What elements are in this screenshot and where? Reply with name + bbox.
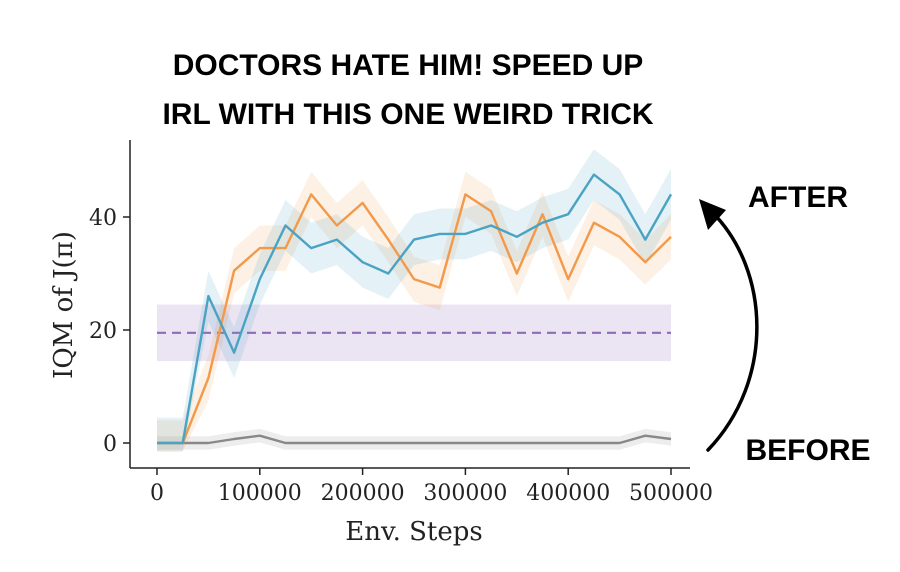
series-band-2 bbox=[157, 428, 671, 450]
y-tick-label: 40 bbox=[89, 206, 117, 231]
series-band-1 bbox=[157, 171, 671, 452]
axis-ticks: 0 100000 200000 300000 400000 500000 0 20 40 bbox=[89, 206, 713, 506]
headline-line-1: DOCTORS HATE HIM! SPEED UP bbox=[173, 49, 644, 82]
x-tick-label: 200000 bbox=[321, 481, 405, 506]
x-tick-label: 0 bbox=[150, 481, 164, 506]
curved-arrow bbox=[706, 210, 759, 452]
x-tick-label: 500000 bbox=[629, 481, 713, 506]
series-line-1 bbox=[157, 193, 672, 445]
y-tick-label: 20 bbox=[89, 319, 117, 344]
x-axis-label: Env. Steps bbox=[345, 517, 483, 547]
confidence-bands bbox=[157, 149, 671, 452]
before-label: BEFORE bbox=[745, 434, 870, 467]
x-tick-label: 100000 bbox=[218, 481, 302, 506]
series-line-2 bbox=[157, 434, 672, 445]
series-line-0 bbox=[157, 173, 673, 445]
reference-layer bbox=[157, 304, 671, 362]
arrow-head-icon bbox=[699, 199, 726, 230]
y-tick-label: 0 bbox=[103, 432, 117, 457]
after-label: AFTER bbox=[748, 181, 848, 214]
headline-line-2: IRL WITH THIS ONE WEIRD TRICK bbox=[162, 98, 653, 131]
x-tick-label: 300000 bbox=[423, 481, 507, 506]
y-axis-label: IQM of J(π) bbox=[49, 231, 79, 379]
x-tick-label: 400000 bbox=[526, 481, 610, 506]
series-lines bbox=[157, 173, 673, 445]
